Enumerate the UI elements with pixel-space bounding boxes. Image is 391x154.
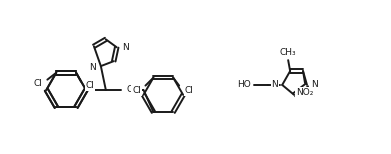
Text: Cl: Cl (34, 79, 43, 88)
Text: N: N (122, 43, 128, 52)
Text: N: N (311, 80, 318, 89)
Text: HO: HO (238, 80, 251, 89)
Text: N: N (89, 63, 96, 72)
Text: CH₃: CH₃ (280, 48, 296, 57)
Text: Cl: Cl (185, 86, 194, 95)
Text: Cl: Cl (132, 86, 141, 95)
Text: O: O (127, 85, 134, 94)
Text: NO₂: NO₂ (296, 88, 314, 97)
Text: Cl: Cl (86, 81, 94, 90)
Text: N: N (271, 80, 278, 89)
